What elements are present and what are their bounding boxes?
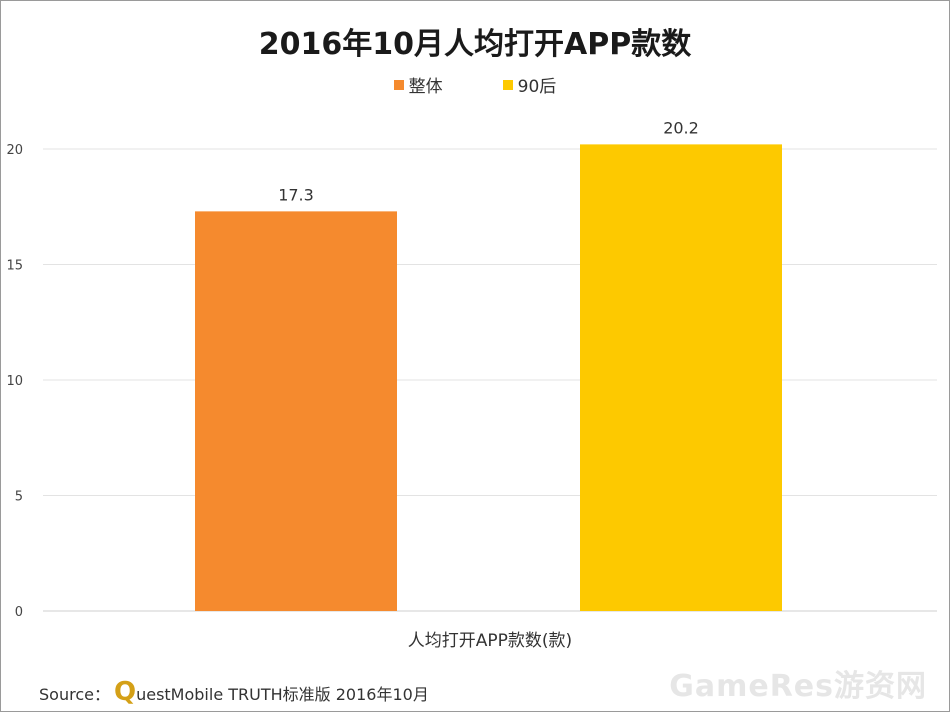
bar-overall bbox=[195, 211, 397, 611]
legend-swatch-overall bbox=[393, 79, 404, 90]
y-tick-label: 15 bbox=[6, 259, 23, 274]
legend-item-post90s: 90后 bbox=[502, 72, 557, 97]
legend: 整体 90后 bbox=[1, 72, 949, 97]
legend-label-post90s: 90后 bbox=[517, 77, 557, 97]
data-label-post90s: 20.2 bbox=[663, 118, 699, 137]
y-tick-label: 20 bbox=[6, 143, 23, 158]
questmobile-logo: Q bbox=[113, 677, 137, 707]
legend-swatch-post90s bbox=[502, 79, 513, 90]
source-text: uestMobile TRUTH标准版 2016年10月 bbox=[136, 685, 429, 704]
y-tick-label: 10 bbox=[6, 374, 23, 389]
data-label-overall: 17.3 bbox=[278, 185, 314, 204]
legend-item-overall: 整体 bbox=[393, 72, 443, 97]
y-tick-label: 0 bbox=[15, 605, 23, 620]
bar-post90s bbox=[580, 144, 782, 611]
watermark-logo: GameRes游资网 bbox=[669, 669, 927, 704]
source-note: Source： Q uestMobile TRUTH标准版 2016年10月 bbox=[39, 677, 429, 707]
source-prefix: Source： bbox=[39, 685, 110, 704]
chart-title: 2016年10月人均打开APP款数 bbox=[258, 27, 692, 62]
y-tick-label: 5 bbox=[15, 490, 23, 505]
legend-label-overall: 整体 bbox=[408, 77, 443, 97]
x-axis-label: 人均打开APP款数(款) bbox=[408, 631, 572, 651]
